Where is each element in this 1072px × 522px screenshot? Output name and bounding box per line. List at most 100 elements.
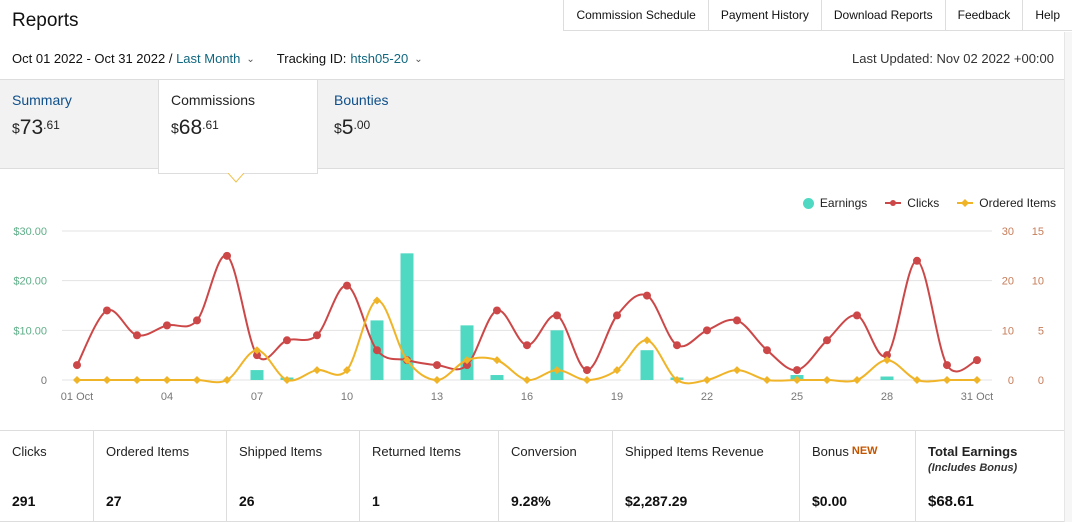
clicks-point (463, 361, 471, 370)
bonus-label: Bonus (812, 444, 849, 459)
legend-clicks[interactable]: Clicks (885, 196, 939, 210)
clicks-point (943, 361, 951, 370)
clicks-point (103, 306, 111, 315)
ordered-items-point (943, 376, 951, 384)
ordered-items-point (73, 376, 81, 384)
chevron-down-icon[interactable]: ⌄ (414, 54, 423, 65)
ordered-items-point (253, 346, 261, 355)
clicks-point (673, 341, 681, 350)
y-right-items-tick-label: 5 (1038, 325, 1044, 337)
y-right-items-tick-label: 10 (1032, 276, 1044, 288)
stat-value: 291 (12, 493, 36, 509)
date-range: Oct 01 2022 - Oct 31 2022 (12, 51, 166, 66)
earnings-bar (490, 375, 504, 380)
amount-cents: .61 (202, 118, 219, 132)
tab-commissions[interactable]: Commissions $ 68 .61 (158, 80, 318, 174)
y-right-clicks-tick-label: 30 (1002, 226, 1014, 238)
period-dropdown[interactable]: Last Month (176, 51, 241, 66)
clicks-line (76, 254, 978, 373)
amount-whole: 5 (341, 116, 354, 139)
stat-value: $0.00 (812, 493, 848, 509)
clicks-point (853, 311, 861, 320)
ordered-items-point (103, 376, 111, 384)
clicks-point (373, 346, 381, 355)
ordered-items-point (523, 376, 531, 384)
earnings-dot-icon (802, 197, 814, 209)
ordered-items-point (853, 376, 861, 384)
last-updated: Last Updated: Nov 02 2022 +00:00 (851, 51, 1054, 66)
ordered-items-point (643, 336, 651, 345)
y-right-items-tick-label: 15 (1032, 226, 1044, 238)
ordered-items-point (283, 376, 291, 384)
tab-amount: $ 5 .00 (334, 116, 470, 140)
clicks-point (733, 316, 741, 325)
ordered-items-point (883, 356, 891, 365)
legend-label: Ordered Items (979, 196, 1056, 210)
tab-bounties[interactable]: Bounties $ 5 .00 (322, 80, 482, 170)
y-left-tick-label: 0 (41, 375, 47, 387)
legend-earnings[interactable]: Earnings (802, 196, 867, 210)
clicks-point (913, 256, 921, 265)
stat-value: 27 (106, 493, 122, 509)
y-right-clicks-tick-label: 10 (1002, 325, 1014, 337)
stat-returned-items: Returned Items 1 (360, 431, 499, 522)
tab-amount: $ 73 .61 (12, 116, 146, 140)
clicks-point (163, 321, 171, 330)
earnings-chart: $30.00 30 15 $20.00 20 10 $10.00 10 5 0 0 0 01 Oct 04… (13, 226, 1044, 403)
chevron-down-icon[interactable]: ⌄ (246, 54, 255, 65)
nav-download-reports[interactable]: Download Reports (822, 0, 946, 30)
stats-row: Clicks 291 Ordered Items 27 Shipped Item… (0, 430, 1064, 522)
ordered-items-line-icon (957, 199, 974, 207)
amount-whole: 73 (19, 116, 44, 139)
currency-symbol: $ (12, 120, 20, 136)
stat-clicks: Clicks 291 (0, 431, 94, 522)
tab-summary[interactable]: Summary $ 73 .61 (0, 80, 158, 170)
x-tick-label: 28 (881, 391, 893, 403)
currency-symbol: $ (334, 120, 342, 136)
earnings-bar (640, 350, 654, 380)
x-tick-label: 16 (521, 391, 533, 403)
ordered-items-point (973, 376, 981, 384)
legend-ordered-items[interactable]: Ordered Items (957, 196, 1056, 210)
clicks-point (433, 361, 441, 370)
clicks-point (283, 336, 291, 345)
amount-whole: 68 (178, 116, 203, 139)
ordered-items-point (313, 366, 321, 375)
clicks-point (703, 326, 711, 335)
tracking-id-dropdown[interactable]: htsh05-20 (350, 51, 409, 66)
ordered-items-point (673, 376, 681, 384)
amount-cents: .61 (43, 118, 60, 132)
page-scrollbar[interactable] (1064, 32, 1072, 522)
chart-legend: Earnings Clicks Ordered Items (802, 196, 1056, 210)
y-right-clicks-tick-label: 0 (1008, 375, 1014, 387)
nav-help[interactable]: Help (1035, 8, 1060, 22)
clicks-point (763, 346, 771, 355)
x-tick-label: 25 (791, 391, 803, 403)
clicks-point (973, 356, 981, 365)
clicks-point (193, 316, 201, 325)
ordered-items-point (343, 366, 351, 375)
nav-feedback[interactable]: Feedback (946, 0, 1024, 30)
amount-cents: .00 (353, 118, 371, 132)
stat-total-earnings: Total Earnings (Includes Bonus) $68.61 (916, 431, 1064, 522)
date-separator: / (165, 51, 177, 66)
stat-value: 26 (239, 493, 255, 509)
x-tick-label: 22 (701, 391, 713, 403)
stat-label: Shipped Items Revenue (625, 444, 764, 459)
ordered-items-point (403, 356, 411, 365)
stat-label: Returned Items (372, 444, 461, 459)
stat-shipped-revenue: Shipped Items Revenue $2,287.29 (613, 431, 800, 522)
tracking-label: Tracking ID: (276, 51, 347, 66)
stat-shipped-items: Shipped Items 26 (227, 431, 360, 522)
ordered-items-point (463, 356, 471, 365)
clicks-point (613, 311, 621, 320)
y-left-tick-label: $10.00 (13, 325, 47, 337)
clicks-point (583, 366, 591, 375)
stat-label: Shipped Items (239, 444, 323, 459)
nav-payment-history[interactable]: Payment History (709, 0, 822, 30)
nav-commission-schedule[interactable]: Commission Schedule (564, 0, 709, 30)
earnings-bar (880, 376, 894, 380)
clicks-point (553, 311, 561, 320)
page-title: Reports (12, 10, 79, 31)
x-tick-label: 07 (251, 391, 263, 403)
